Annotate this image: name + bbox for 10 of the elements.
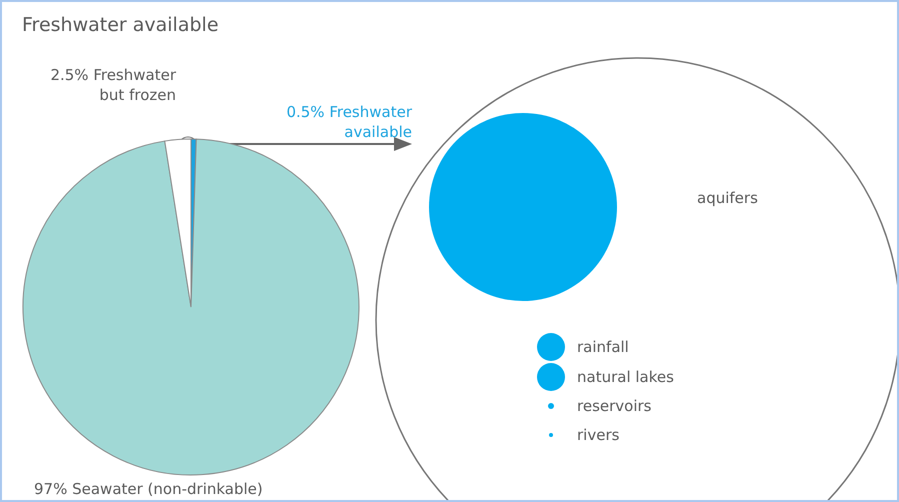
text: rivers: [577, 426, 620, 444]
slice-label: 97% Seawater (non-drinkable): [34, 480, 263, 498]
text: natural lakes: [577, 368, 674, 386]
text: reservoirs: [577, 397, 652, 415]
slice-label: 0.5% Freshwater available: [286, 103, 413, 141]
text: aquifers: [697, 189, 758, 207]
pie-slice: [22, 138, 360, 476]
text: rainfall: [577, 338, 629, 356]
chart-title: Freshwater available: [22, 14, 219, 36]
slice-label: 2.5% Freshwater but frozen: [50, 66, 177, 104]
